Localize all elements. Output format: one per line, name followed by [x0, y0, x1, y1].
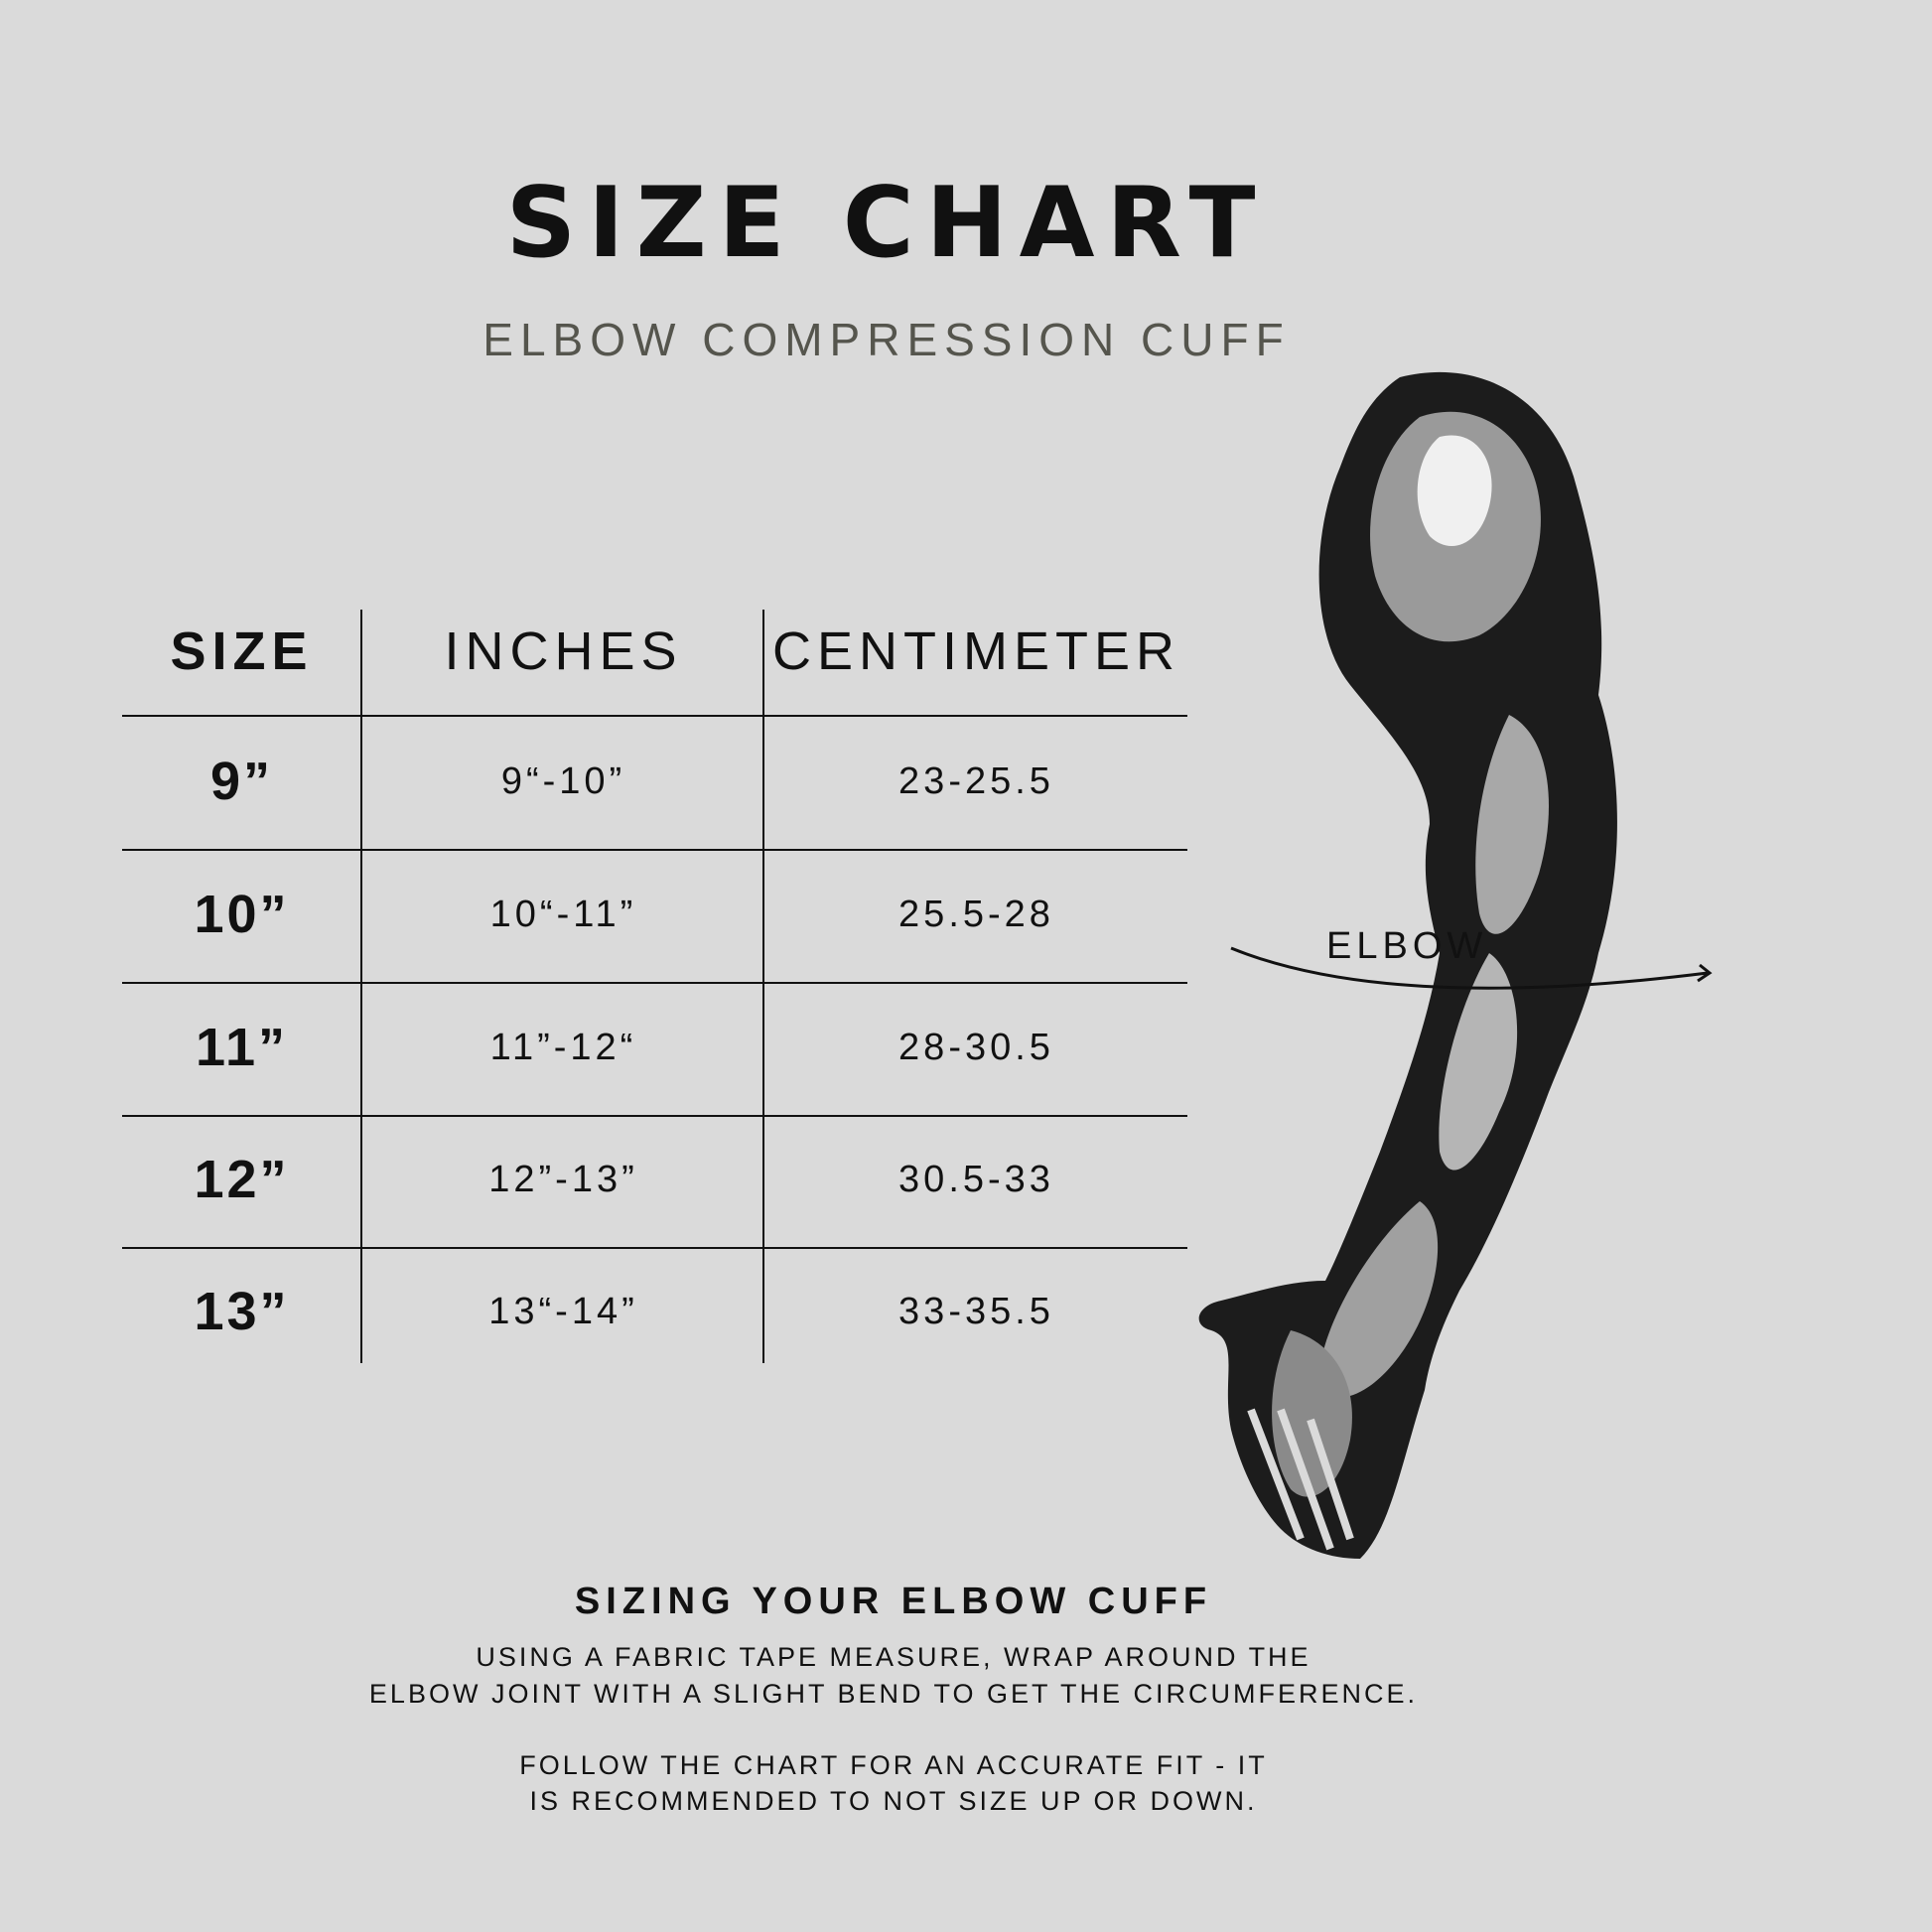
size-cell: 9”: [209, 752, 274, 811]
size-cell: 11”: [195, 1018, 289, 1077]
cm-cell: 23-25.5: [898, 760, 1054, 802]
cm-cell: 30.5-33: [898, 1159, 1054, 1200]
page-title: SIZE CHART: [505, 167, 1268, 280]
cm-cell: 25.5-28: [898, 894, 1054, 935]
cm-cell: 28-30.5: [898, 1027, 1054, 1068]
page-subtitle: ELBOW COMPRESSION CUFF: [483, 314, 1291, 365]
instructions-line: FOLLOW THE CHART FOR AN ACCURATE FIT - I…: [519, 1750, 1268, 1780]
arm-illustration-icon: [1198, 371, 1713, 1559]
instructions-line: USING A FABRIC TAPE MEASURE, WRAP AROUND…: [476, 1642, 1311, 1672]
cm-cell: 33-35.5: [898, 1291, 1054, 1332]
instructions-line: IS RECOMMENDED TO NOT SIZE UP OR DOWN.: [529, 1786, 1258, 1816]
column-divider: [360, 610, 362, 1363]
elbow-label: ELBOW: [1326, 925, 1488, 967]
instructions-line: ELBOW JOINT WITH A SLIGHT BEND TO GET TH…: [368, 1679, 1419, 1709]
size-cell: 12”: [194, 1150, 290, 1209]
inches-cell: 9“-10”: [500, 760, 626, 802]
row-divider: [122, 1247, 1187, 1249]
inches-cell: 13“-14”: [488, 1291, 638, 1332]
column-divider: [762, 610, 764, 1363]
inches-cell: 10“-11”: [489, 894, 637, 935]
instructions-title: SIZING YOUR ELBOW CUFF: [574, 1581, 1213, 1622]
size-cell: 10”: [194, 885, 290, 944]
inches-cell: 12”-13”: [488, 1159, 638, 1200]
inches-cell: 11”-12“: [489, 1027, 637, 1068]
row-divider: [122, 715, 1187, 717]
row-divider: [122, 849, 1187, 851]
header-inches: INCHES: [444, 621, 683, 681]
header-size: SIZE: [170, 621, 314, 681]
header-centimeter: CENTIMETER: [772, 621, 1180, 681]
row-divider: [122, 982, 1187, 984]
row-divider: [122, 1115, 1187, 1117]
size-cell: 13”: [194, 1282, 290, 1341]
